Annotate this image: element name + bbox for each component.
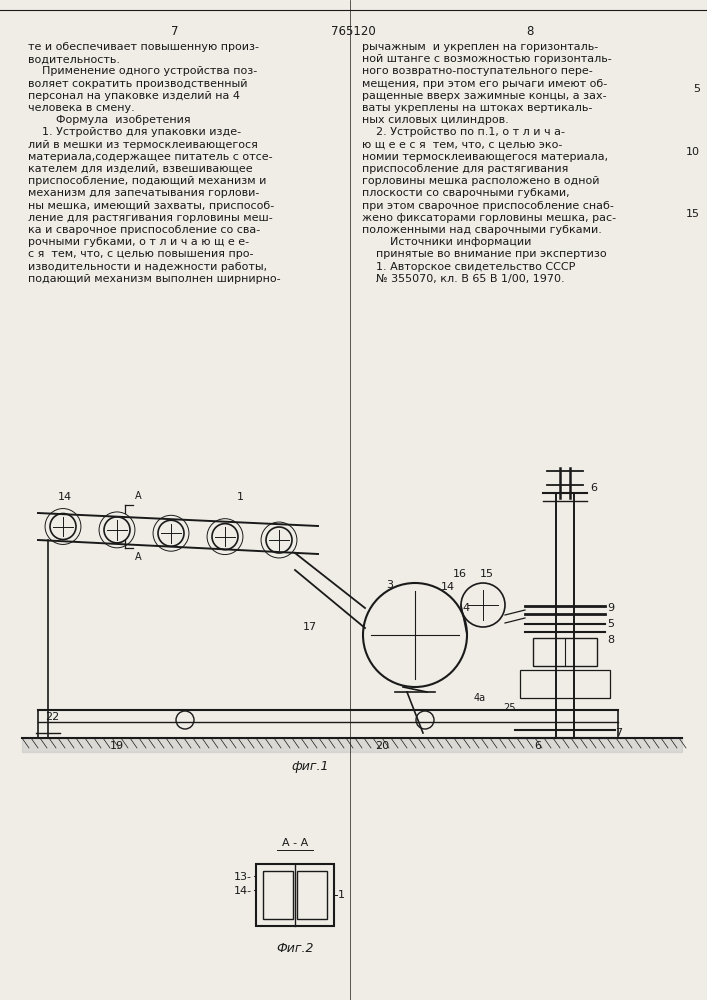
Bar [263,871,293,919]
Text: 14: 14 [58,492,72,502]
Text: Фиг.2: Фиг.2 [276,942,314,955]
Text: приспособление для растягивания: приспособление для растягивания [362,164,568,174]
Text: 10: 10 [686,147,700,157]
Text: те и обеспечивает повышенную произ-: те и обеспечивает повышенную произ- [28,42,259,52]
Text: 5: 5 [607,619,614,629]
Text: горловины мешка расположено в одной: горловины мешка расположено в одной [362,176,600,186]
Text: воляет сократить производственный: воляет сократить производственный [28,79,247,89]
Text: A: A [135,491,141,501]
Bar [297,871,327,919]
Text: 16: 16 [453,569,467,579]
Text: Источники информации: Источники информации [362,237,532,247]
Text: положенными над сварочными губками.: положенными над сварочными губками. [362,225,602,235]
Text: 15: 15 [480,569,494,579]
Text: 4: 4 [463,603,470,613]
Text: номии термосклеивающегося материала,: номии термосклеивающегося материала, [362,152,608,162]
Text: 1: 1 [237,492,243,502]
Text: 5: 5 [693,84,700,94]
Text: A: A [135,552,141,562]
Bar [533,638,597,666]
Text: Применение одного устройства поз-: Применение одного устройства поз- [28,66,257,76]
Text: 14-: 14- [234,886,252,896]
Text: приспособление, подающий механизм и: приспособление, подающий механизм и [28,176,267,186]
Text: с я  тем, что, с целью повышения про-: с я тем, что, с целью повышения про- [28,249,254,259]
Text: 7: 7 [615,728,622,738]
Text: A - A: A - A [282,838,308,848]
Text: ной штанге с возможностью горизонталь-: ной штанге с возможностью горизонталь- [362,54,612,64]
Text: Формула  изобретения: Формула изобретения [28,115,191,125]
Text: 19: 19 [110,741,124,751]
Text: ка и сварочное приспособление со сва-: ка и сварочное приспособление со сва- [28,225,260,235]
Text: жено фиксаторами горловины мешка, рас-: жено фиксаторами горловины мешка, рас- [362,213,616,223]
Text: рычажным  и укреплен на горизонталь-: рычажным и укреплен на горизонталь- [362,42,598,52]
Text: ращенные вверх зажимные концы, а зах-: ращенные вверх зажимные концы, а зах- [362,91,607,101]
Text: ны мешка, имеющий захваты, приспособ-: ны мешка, имеющий захваты, приспособ- [28,201,274,211]
Text: 22: 22 [45,712,59,722]
Text: 25: 25 [504,703,516,713]
Text: 1. Авторское свидетельство СССР: 1. Авторское свидетельство СССР [362,262,575,272]
Text: принятые во внимание при экспертизо: принятые во внимание при экспертизо [362,249,607,259]
Text: 4а: 4а [474,693,486,703]
Text: подающий механизм выполнен ширнирно-: подающий механизм выполнен ширнирно- [28,274,281,284]
Text: плоскости со сварочными губками,: плоскости со сварочными губками, [362,188,570,198]
Text: лий в мешки из термосклеивающегося: лий в мешки из термосклеивающегося [28,140,258,150]
Text: 20: 20 [375,741,389,751]
Text: кателем для изделий, взвешивающее: кателем для изделий, взвешивающее [28,164,252,174]
Text: 8: 8 [607,635,614,645]
Text: № 355070, кл. В 65 В 1/00, 1970.: № 355070, кл. В 65 В 1/00, 1970. [362,274,565,284]
Text: ю щ е е с я  тем, что, с целью эко-: ю щ е е с я тем, что, с целью эко- [362,140,562,150]
Text: 7: 7 [171,25,179,38]
Text: ного возвратно-поступательного пере-: ного возвратно-поступательного пере- [362,66,592,76]
Text: 14: 14 [441,582,455,592]
Text: при этом сварочное приспособление снаб-: при этом сварочное приспособление снаб- [362,201,614,211]
Bar [256,864,334,926]
Text: 8: 8 [526,25,534,38]
Text: 1. Устройство для упаковки изде-: 1. Устройство для упаковки изде- [28,127,241,137]
Text: 17: 17 [303,622,317,632]
Text: механизм для запечатывания горлови-: механизм для запечатывания горлови- [28,188,259,198]
Text: ваты укреплены на штоках вертикаль-: ваты укреплены на штоках вертикаль- [362,103,592,113]
Text: мещения, при этом его рычаги имеют об-: мещения, при этом его рычаги имеют об- [362,79,607,89]
Text: человека в смену.: человека в смену. [28,103,135,113]
Text: 13-: 13- [234,872,252,882]
Text: рочными губками, о т л и ч а ю щ е е-: рочными губками, о т л и ч а ю щ е е- [28,237,249,247]
Text: 6: 6 [534,741,542,751]
Text: персонал на упаковке изделий на 4: персонал на упаковке изделий на 4 [28,91,240,101]
Text: 6: 6 [590,483,597,493]
Text: материала,содержащее питатель с отсе-: материала,содержащее питатель с отсе- [28,152,273,162]
Text: 15: 15 [686,209,700,219]
Text: ных силовых цилиндров.: ных силовых цилиндров. [362,115,509,125]
Text: 3: 3 [387,580,394,590]
Text: фиг.1: фиг.1 [291,760,329,773]
Bar [520,670,610,698]
Text: 2. Устройство по п.1, о т л и ч а-: 2. Устройство по п.1, о т л и ч а- [362,127,565,137]
Text: 765120: 765120 [331,25,375,38]
Text: изводительности и надежности работы,: изводительности и надежности работы, [28,262,267,272]
Text: водительность.: водительность. [28,54,120,64]
Text: 9: 9 [607,603,614,613]
Text: 1: 1 [338,890,345,900]
Text: ление для растягивания горловины меш-: ление для растягивания горловины меш- [28,213,273,223]
